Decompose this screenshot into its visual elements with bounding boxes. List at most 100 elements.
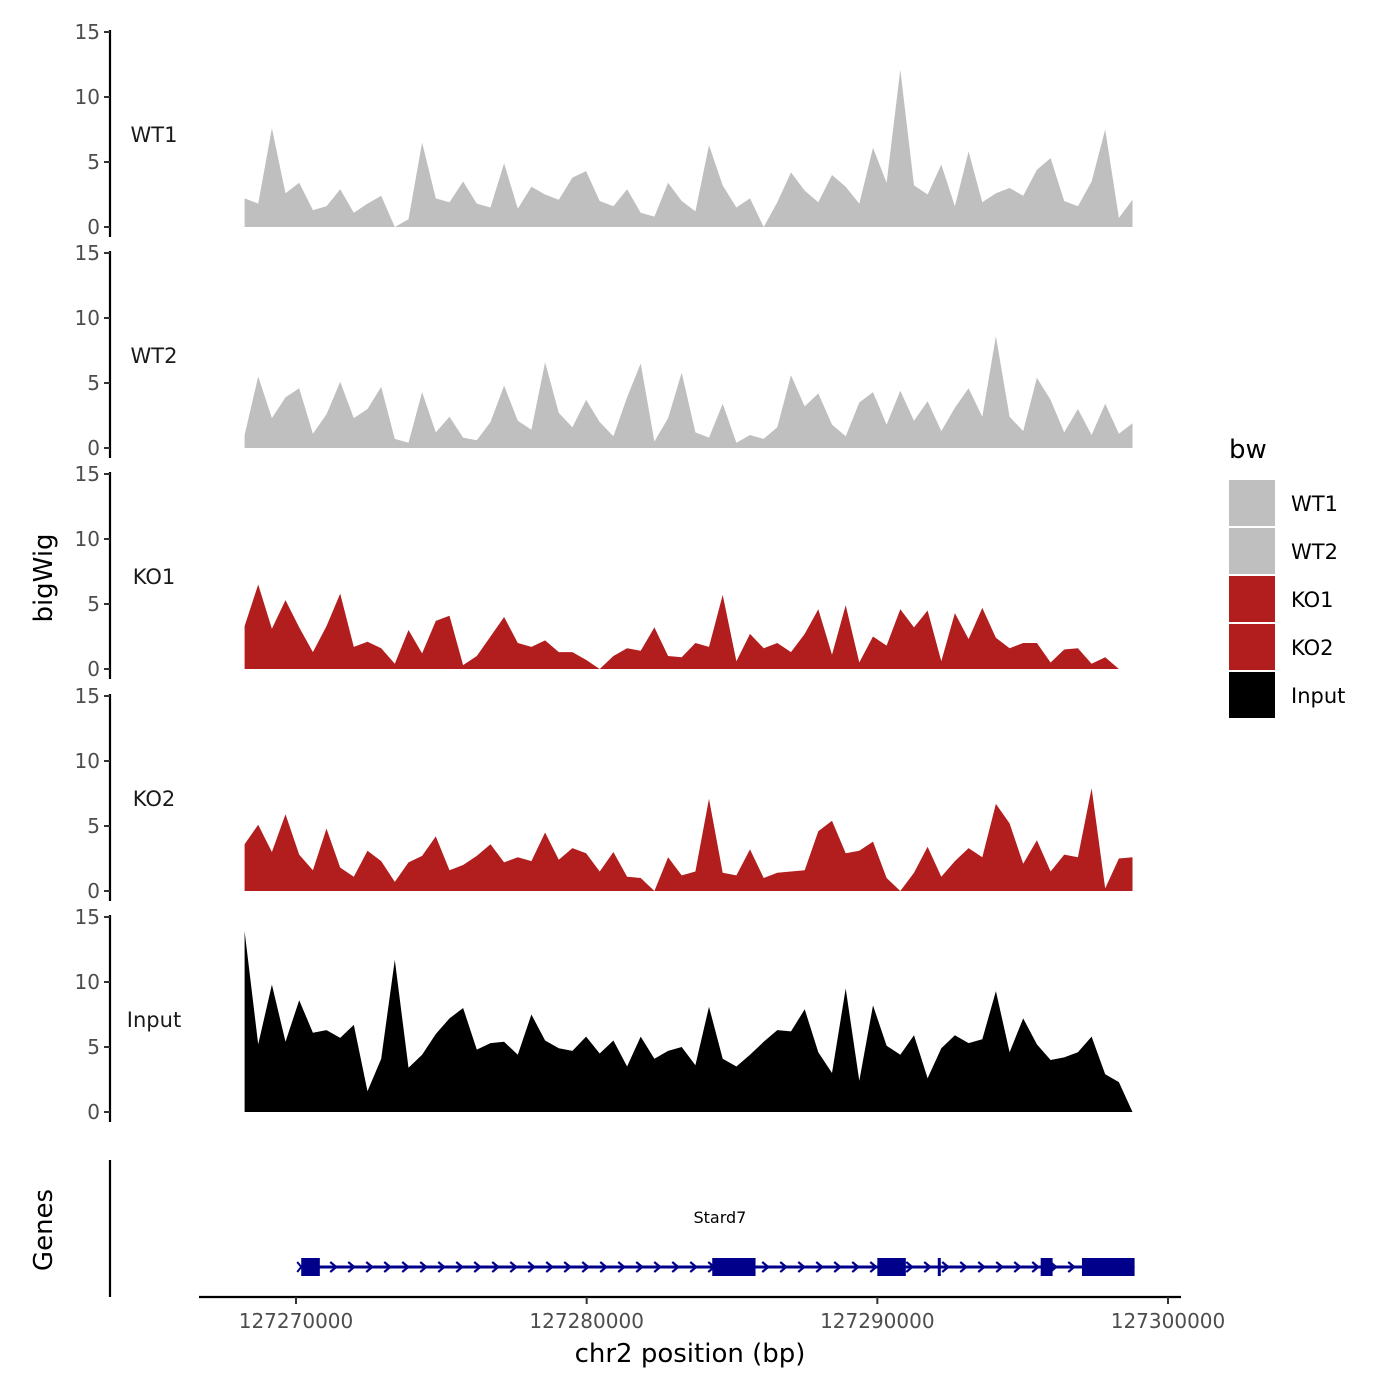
y-tick-label: 5	[87, 592, 100, 616]
gene-track: Stard7	[108, 1160, 1135, 1297]
y-tick-label: 5	[87, 150, 100, 174]
panel-label: KO1	[133, 565, 176, 589]
gene-strand-chevron	[689, 1261, 698, 1273]
y-tick-label: 5	[87, 814, 100, 838]
panel-label: KO2	[133, 787, 176, 811]
gene-exon	[1081, 1258, 1135, 1276]
gene-strand-chevron	[959, 1261, 968, 1273]
area-ko2	[244, 788, 1133, 891]
gene-strand-chevron	[365, 1261, 374, 1273]
gene-strand-chevron	[437, 1261, 446, 1273]
legend: bw WT1 WT2 KO1 KO2 Input	[1229, 435, 1345, 718]
gene-strand-chevron	[797, 1261, 806, 1273]
panel-label: WT2	[131, 344, 178, 368]
legend-swatch-ko1	[1229, 576, 1275, 622]
gene-strand-chevron	[509, 1261, 518, 1273]
panel-ko2: 0 5 10 15 KO2	[75, 684, 1133, 903]
y-tick-label: 10	[75, 85, 100, 109]
gene-exon	[937, 1258, 941, 1276]
y-tick-label: 0	[87, 215, 100, 239]
panel-ko1: 0 5 10 15 KO1	[75, 462, 1133, 681]
gene-strand-chevron	[617, 1261, 626, 1273]
legend-swatch-wt1	[1229, 480, 1275, 526]
y-tick-label: 15	[75, 905, 100, 929]
legend-label-wt1: WT1	[1291, 492, 1338, 516]
gene-strand-chevron	[491, 1261, 500, 1273]
y-tick-label: 10	[75, 527, 100, 551]
x-tick-label: 127290000	[820, 1309, 935, 1333]
legend-label-ko2: KO2	[1291, 636, 1334, 660]
area-wt2	[244, 336, 1133, 448]
gene-strand-chevron	[545, 1261, 554, 1273]
gene-exon	[301, 1258, 320, 1276]
y-tick-label: 0	[87, 1100, 100, 1124]
y-axis-title: bigWig	[29, 533, 59, 622]
legend-label-ko1: KO1	[1291, 588, 1334, 612]
panel-wt2: 0 5 10 15 WT2	[75, 241, 1133, 460]
area-ko1	[244, 584, 1133, 669]
gene-strand-chevron	[941, 1261, 950, 1273]
x-tick-label: 127270000	[239, 1309, 354, 1333]
x-axis: 127270000 127280000 127290000 127300000	[199, 1295, 1226, 1333]
gene-strand-chevron	[473, 1261, 482, 1273]
y-tick-label: 0	[87, 879, 100, 903]
legend-swatch-input	[1229, 672, 1275, 718]
legend-label-wt2: WT2	[1291, 540, 1338, 564]
gene-strand-chevron	[455, 1261, 464, 1273]
gene-strand-chevron	[761, 1261, 770, 1273]
gene-strand-chevron	[635, 1261, 644, 1273]
gene-exon	[1040, 1258, 1053, 1276]
gene-strand-chevron	[905, 1261, 914, 1273]
area-wt1	[244, 69, 1133, 227]
y-tick-label: 10	[75, 306, 100, 330]
gene-strand-chevron	[383, 1261, 392, 1273]
gene-strand-chevron	[419, 1261, 428, 1273]
genes-axis-title: Genes	[29, 1189, 59, 1271]
gene-strand-chevron	[527, 1261, 536, 1273]
legend-label-input: Input	[1291, 684, 1345, 708]
gene-strand-chevron	[329, 1261, 338, 1273]
gene-strand-chevron	[653, 1261, 662, 1273]
x-axis-title: chr2 position (bp)	[575, 1339, 806, 1369]
y-tick-label: 10	[75, 749, 100, 773]
gene-strand-chevron	[977, 1261, 986, 1273]
gene-strand-chevron	[869, 1261, 878, 1273]
gene-strand-chevron	[995, 1261, 1004, 1273]
gene-strand-chevron	[401, 1261, 410, 1273]
y-tick-label: 15	[75, 20, 100, 44]
y-tick-label: 0	[87, 436, 100, 460]
panel-label: Input	[127, 1008, 181, 1032]
panel-wt1: 0 5 10 15 WT1	[75, 20, 1133, 239]
legend-swatch-wt2	[1229, 528, 1275, 574]
area-input	[244, 931, 1133, 1112]
y-tick-label: 5	[87, 371, 100, 395]
gene-strand-chevron	[347, 1261, 356, 1273]
gene-strand-chevron	[581, 1261, 590, 1273]
gene-exon	[712, 1258, 756, 1276]
gene-exon	[877, 1258, 906, 1276]
gene-strand-chevron	[851, 1261, 860, 1273]
y-tick-label: 15	[75, 241, 100, 265]
legend-title: bw	[1229, 435, 1267, 465]
gene-strand-chevron	[671, 1261, 680, 1273]
legend-swatch-ko2	[1229, 624, 1275, 670]
y-tick-label: 5	[87, 1035, 100, 1059]
gene-strand-chevron	[1013, 1261, 1022, 1273]
gene-strand-chevron	[815, 1261, 824, 1273]
gene-strand-chevron	[563, 1261, 572, 1273]
gene-strand-chevron	[1031, 1261, 1040, 1273]
gene-strand-chevron	[833, 1261, 842, 1273]
gene-label: Stard7	[693, 1208, 746, 1227]
track-panels: 0 5 10 15 WT1 0 5 10 15 WT2 0 5 10 15 KO1 0 5 10 15 KO2 0 5 10…	[75, 20, 1133, 1124]
gene-strand-chevron	[1067, 1261, 1076, 1273]
y-tick-label: 15	[75, 462, 100, 486]
gene-strand-chevron	[599, 1261, 608, 1273]
gene-strand-chevron	[923, 1261, 932, 1273]
y-tick-label: 10	[75, 970, 100, 994]
y-tick-label: 15	[75, 684, 100, 708]
y-tick-label: 0	[87, 657, 100, 681]
x-tick-label: 127280000	[529, 1309, 644, 1333]
x-tick-label: 127300000	[1111, 1309, 1226, 1333]
panel-input: 0 5 10 15 Input	[75, 905, 1133, 1124]
